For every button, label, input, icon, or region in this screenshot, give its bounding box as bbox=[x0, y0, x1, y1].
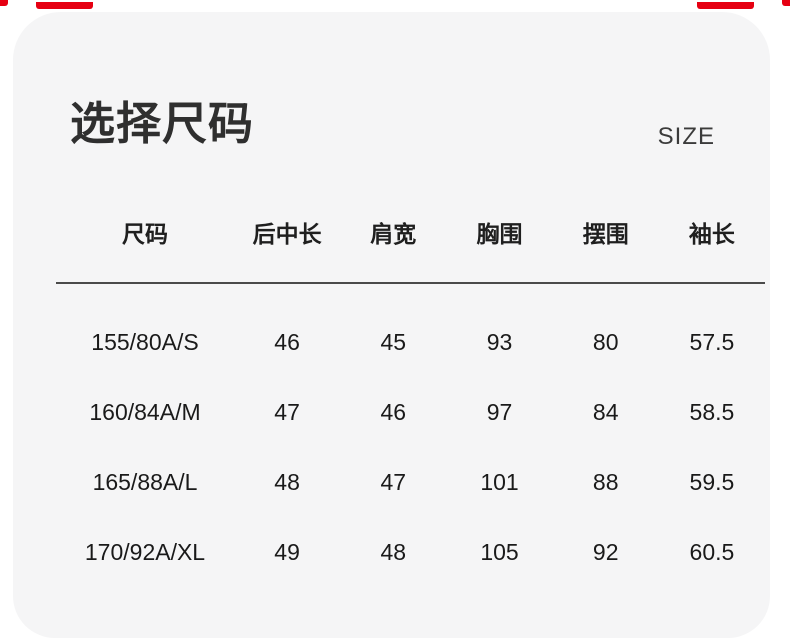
red-trim-dash-left bbox=[36, 2, 93, 9]
measurement-cell: 60.5 bbox=[689, 538, 735, 565]
measurement-cell: 84 bbox=[592, 398, 619, 425]
page-title: 选择尺码 bbox=[70, 98, 255, 149]
table-row: 170/92A/XL 49 48 105 92 60.5 bbox=[56, 517, 765, 587]
table-row: 165/88A/L 48 47 101 88 59.5 bbox=[56, 447, 765, 517]
measurement-cell: 58.5 bbox=[689, 398, 735, 425]
measurement-cell: 101 bbox=[480, 468, 519, 495]
measurement-cell: 93 bbox=[486, 328, 513, 355]
table-header-row: 尺码 后中长 肩宽 胸围 摆围 袖长 bbox=[56, 207, 765, 257]
measurement-cell: 48 bbox=[274, 468, 300, 495]
column-header: 后中长 bbox=[252, 221, 322, 247]
table-row: 160/84A/M 47 46 97 84 58.5 bbox=[56, 377, 765, 447]
measurement-cell: 46 bbox=[274, 328, 300, 355]
column-header: 胸围 bbox=[476, 221, 523, 247]
red-trim-corner-left bbox=[0, 0, 8, 6]
table-row: 155/80A/S 46 45 93 80 57.5 bbox=[56, 307, 765, 377]
table-body: 155/80A/S 46 45 93 80 57.5 160/84A/M 47 46 97 84 58… bbox=[56, 307, 765, 587]
measurement-cell: 47 bbox=[380, 468, 407, 495]
measurement-cell: 45 bbox=[380, 328, 407, 355]
header-divider-line bbox=[56, 282, 765, 284]
measurement-cell: 88 bbox=[592, 468, 619, 495]
column-header: 尺码 bbox=[122, 221, 168, 247]
red-trim-dash-right bbox=[697, 2, 754, 9]
column-header: 袖长 bbox=[688, 221, 735, 247]
measurement-cell: 92 bbox=[592, 538, 619, 565]
measurement-cell: 49 bbox=[274, 538, 300, 565]
measurement-cell: 105 bbox=[480, 538, 519, 565]
measurement-cell: 47 bbox=[274, 398, 300, 425]
measurement-cell: 57.5 bbox=[689, 328, 735, 355]
measurement-cell: 46 bbox=[380, 398, 407, 425]
red-trim-corner-right bbox=[782, 0, 790, 6]
size-name-cell: 160/84A/M bbox=[89, 398, 201, 425]
measurement-cell: 80 bbox=[592, 328, 619, 355]
size-name-cell: 170/92A/XL bbox=[84, 538, 206, 565]
measurement-cell: 48 bbox=[380, 538, 407, 565]
measurement-cell: 97 bbox=[486, 398, 513, 425]
column-header: 肩宽 bbox=[370, 221, 417, 247]
size-name-cell: 165/88A/L bbox=[92, 468, 198, 495]
size-name-cell: 155/80A/S bbox=[91, 328, 199, 355]
size-english-label: SIZE bbox=[657, 123, 715, 150]
column-header: 摆围 bbox=[582, 221, 629, 247]
measurement-cell: 59.5 bbox=[689, 468, 735, 495]
size-chart-card: 选择尺码 SIZE 尺码 后中长 肩宽 胸围 摆围 袖长 155/80A/S 46 45 93 8… bbox=[13, 12, 770, 638]
